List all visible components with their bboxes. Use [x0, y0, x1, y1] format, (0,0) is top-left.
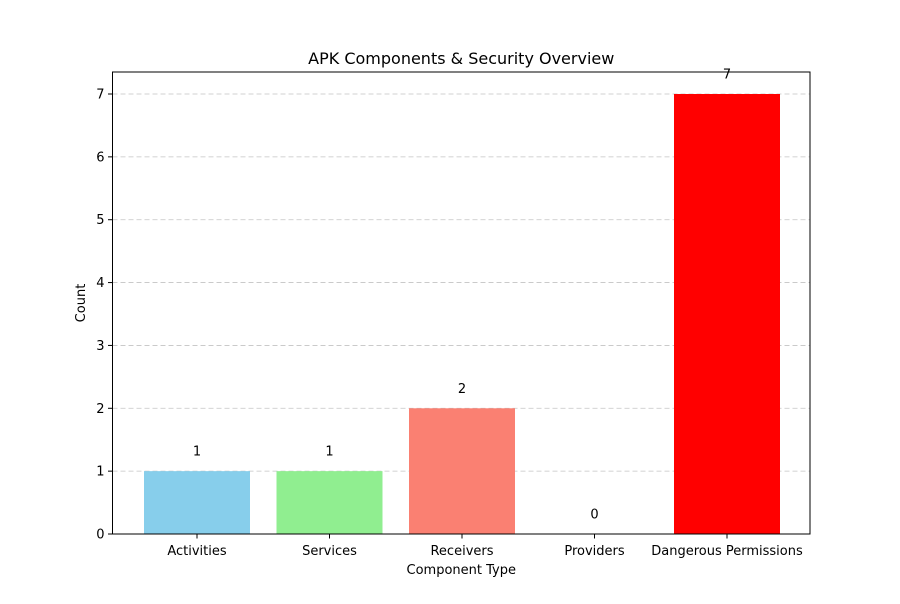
- y-tick-label-5: 5: [96, 213, 104, 228]
- y-tick-label-7: 7: [96, 88, 104, 103]
- bar-receivers: [409, 408, 515, 534]
- y-tick-label-1: 1: [96, 465, 104, 480]
- x-tick-label-providers: Providers: [564, 544, 625, 559]
- bar-activities: [144, 471, 250, 534]
- y-tick-label-6: 6: [96, 150, 104, 165]
- data-label-providers: 0: [590, 508, 598, 523]
- data-label-dangerous-permissions: 7: [723, 68, 731, 83]
- y-tick-label-3: 3: [96, 339, 104, 354]
- x-axis-label: Component Type: [407, 563, 516, 578]
- y-tick-label-2: 2: [96, 402, 104, 417]
- x-tick-label-services: Services: [302, 544, 357, 559]
- x-axis-ticks: Activities Services Receivers Providers Dang…: [167, 534, 803, 559]
- y-tick-label-0: 0: [96, 528, 104, 543]
- data-label-activities: 1: [193, 445, 201, 460]
- data-labels: 1 1 2 0 7: [193, 68, 731, 523]
- data-label-receivers: 2: [458, 382, 466, 397]
- y-axis-label: Count: [74, 284, 89, 323]
- x-tick-label-activities: Activities: [167, 544, 227, 559]
- y-axis-ticks: 0 1 2 3 4 5 6 7: [96, 88, 113, 543]
- bar-dangerous-permissions: [674, 94, 780, 534]
- y-tick-label-4: 4: [96, 276, 104, 291]
- chart-title: APK Components & Security Overview: [308, 49, 614, 68]
- bars: [144, 94, 780, 534]
- x-tick-label-dangerous-permissions: Dangerous Permissions: [651, 544, 803, 559]
- data-label-services: 1: [325, 445, 333, 460]
- x-tick-label-receivers: Receivers: [430, 544, 493, 559]
- bar-services: [276, 471, 383, 534]
- plot-frame: [112, 71, 811, 535]
